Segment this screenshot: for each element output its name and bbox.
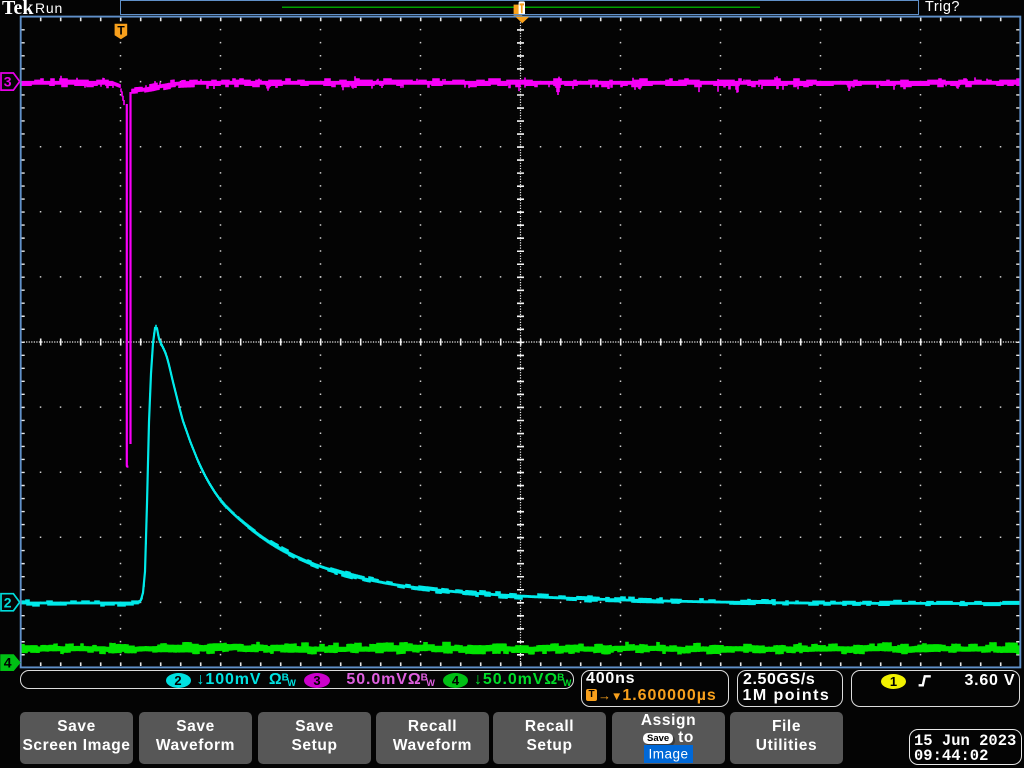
svg-text:4: 4 [4, 655, 12, 671]
svg-text:T: T [117, 24, 125, 38]
svg-text:3: 3 [4, 74, 12, 90]
svg-text:2: 2 [4, 594, 12, 610]
